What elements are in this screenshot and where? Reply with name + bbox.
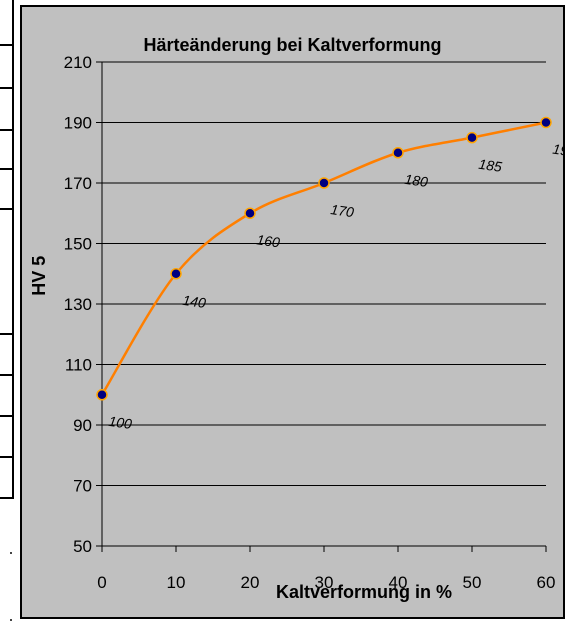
x-tick-label: 50 xyxy=(463,573,482,592)
data-label: 185 xyxy=(478,156,504,175)
plot-svg: 50 70 90 110 130 150 170 190 210 0 10 20 30 40 50 60 10… xyxy=(29,53,563,602)
spreadsheet-row-line xyxy=(0,374,12,376)
y-tick-label: 70 xyxy=(73,477,92,496)
spreadsheet-grid-edge xyxy=(0,0,14,499)
chart-title: Härteänderung bei Kaltverformung xyxy=(143,35,442,55)
data-label: 190 xyxy=(552,141,563,160)
chart-area[interactable]: Härteänderung bei Kaltverformung 50 70 90 1… xyxy=(20,5,565,619)
x-tick-label: 60 xyxy=(537,573,556,592)
data-point xyxy=(96,389,108,401)
y-tick-label: 50 xyxy=(73,537,92,556)
data-label: 100 xyxy=(108,413,134,432)
y-tick-label: 190 xyxy=(64,114,92,133)
data-label: 160 xyxy=(256,231,282,250)
x-tick-label: 20 xyxy=(241,573,260,592)
spreadsheet-row-line xyxy=(0,208,12,210)
spreadsheet-row-line xyxy=(0,129,12,131)
spreadsheet-dot xyxy=(10,552,12,554)
spreadsheet-row-line xyxy=(0,87,12,89)
y-axis-title: HV 5 xyxy=(29,256,49,296)
data-point xyxy=(392,147,404,159)
spreadsheet-dot xyxy=(10,619,12,621)
x-axis-title: Kaltverformung in % xyxy=(276,582,452,602)
x-tick-label: 0 xyxy=(97,573,106,592)
y-tick-label: 170 xyxy=(64,174,92,193)
data-label: 140 xyxy=(182,292,208,311)
spreadsheet-row-line xyxy=(0,168,12,170)
data-point xyxy=(540,116,552,129)
data-label: 180 xyxy=(404,171,430,190)
data-point xyxy=(466,131,478,144)
x-tick-label: 10 xyxy=(167,573,186,592)
x-tick-label: 30 xyxy=(315,573,334,592)
data-point xyxy=(318,177,330,189)
y-tick-label: 130 xyxy=(64,295,92,314)
data-label: 170 xyxy=(330,201,356,220)
data-point xyxy=(244,207,256,219)
spreadsheet-row-line xyxy=(0,333,12,335)
y-tick-label: 110 xyxy=(65,356,92,375)
spreadsheet-row-line xyxy=(0,415,12,417)
y-tick-label: 90 xyxy=(73,416,92,435)
y-tick-label: 150 xyxy=(64,235,92,254)
y-tick-label: 210 xyxy=(64,53,92,72)
spreadsheet-row-line xyxy=(0,456,12,458)
spreadsheet-row-line xyxy=(0,44,12,46)
x-tick-label: 40 xyxy=(389,573,408,592)
data-point xyxy=(170,268,182,280)
